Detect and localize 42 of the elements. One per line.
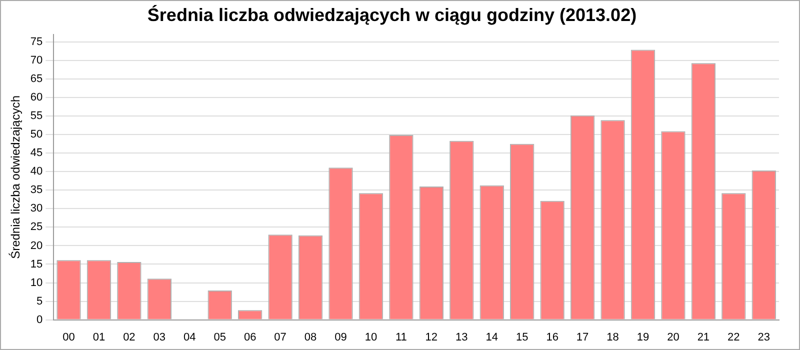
y-tick-label: 40 <box>30 166 43 178</box>
x-tick-label: 01 <box>92 331 106 344</box>
y-tick-label: 5 <box>36 295 43 308</box>
x-tick-label: 02 <box>123 331 136 344</box>
x-tick-label: 14 <box>486 331 498 344</box>
x-tick-label: 00 <box>62 331 75 344</box>
y-tick-label: 65 <box>30 73 43 86</box>
x-tick-label: 10 <box>364 331 378 344</box>
y-tick-label: 30 <box>30 202 43 215</box>
x-tick-label: 03 <box>153 331 166 344</box>
x-tick-label: 18 <box>606 331 619 344</box>
x-tick-label: 07 <box>274 331 286 344</box>
y-axis-title: Średnia liczba odwiedzających <box>8 95 23 259</box>
x-tick-label: 06 <box>244 331 256 344</box>
x-tick-label: 13 <box>456 331 468 344</box>
y-tick-label: 10 <box>30 276 43 289</box>
y-tick-label: 15 <box>30 258 43 270</box>
x-tick-label: 05 <box>214 331 226 344</box>
x-tick-label: 20 <box>667 331 680 344</box>
x-tick-label: 22 <box>728 331 740 344</box>
x-tick-label: 21 <box>697 331 710 344</box>
y-tick-label: 45 <box>30 147 43 160</box>
x-tick-label: 08 <box>304 331 317 344</box>
x-tick-label: 16 <box>546 331 558 344</box>
x-tick-label: 23 <box>758 331 770 344</box>
x-tick-label: 11 <box>395 331 407 344</box>
y-tick-label: 60 <box>30 92 43 104</box>
x-tick-label: 09 <box>334 331 347 344</box>
y-tick-label: 75 <box>30 36 43 48</box>
y-tick-label: 35 <box>30 184 43 196</box>
x-tick-label: 12 <box>425 331 438 344</box>
x-tick-label: 19 <box>636 331 650 344</box>
x-tick-label: 17 <box>576 331 589 344</box>
x-tick-label: 04 <box>184 331 196 344</box>
y-tick-label: 25 <box>30 221 43 234</box>
x-tick-label: 15 <box>516 331 528 344</box>
chart-title: Średnia liczba odwiedzających w ciągu godziny (2013.02) <box>147 4 637 25</box>
y-tick-label: 50 <box>30 128 43 141</box>
y-tick-label: 55 <box>30 110 43 122</box>
y-tick-label: 20 <box>30 240 43 252</box>
y-tick-label: 0 <box>36 314 43 326</box>
y-tick-label: 70 <box>30 54 43 67</box>
